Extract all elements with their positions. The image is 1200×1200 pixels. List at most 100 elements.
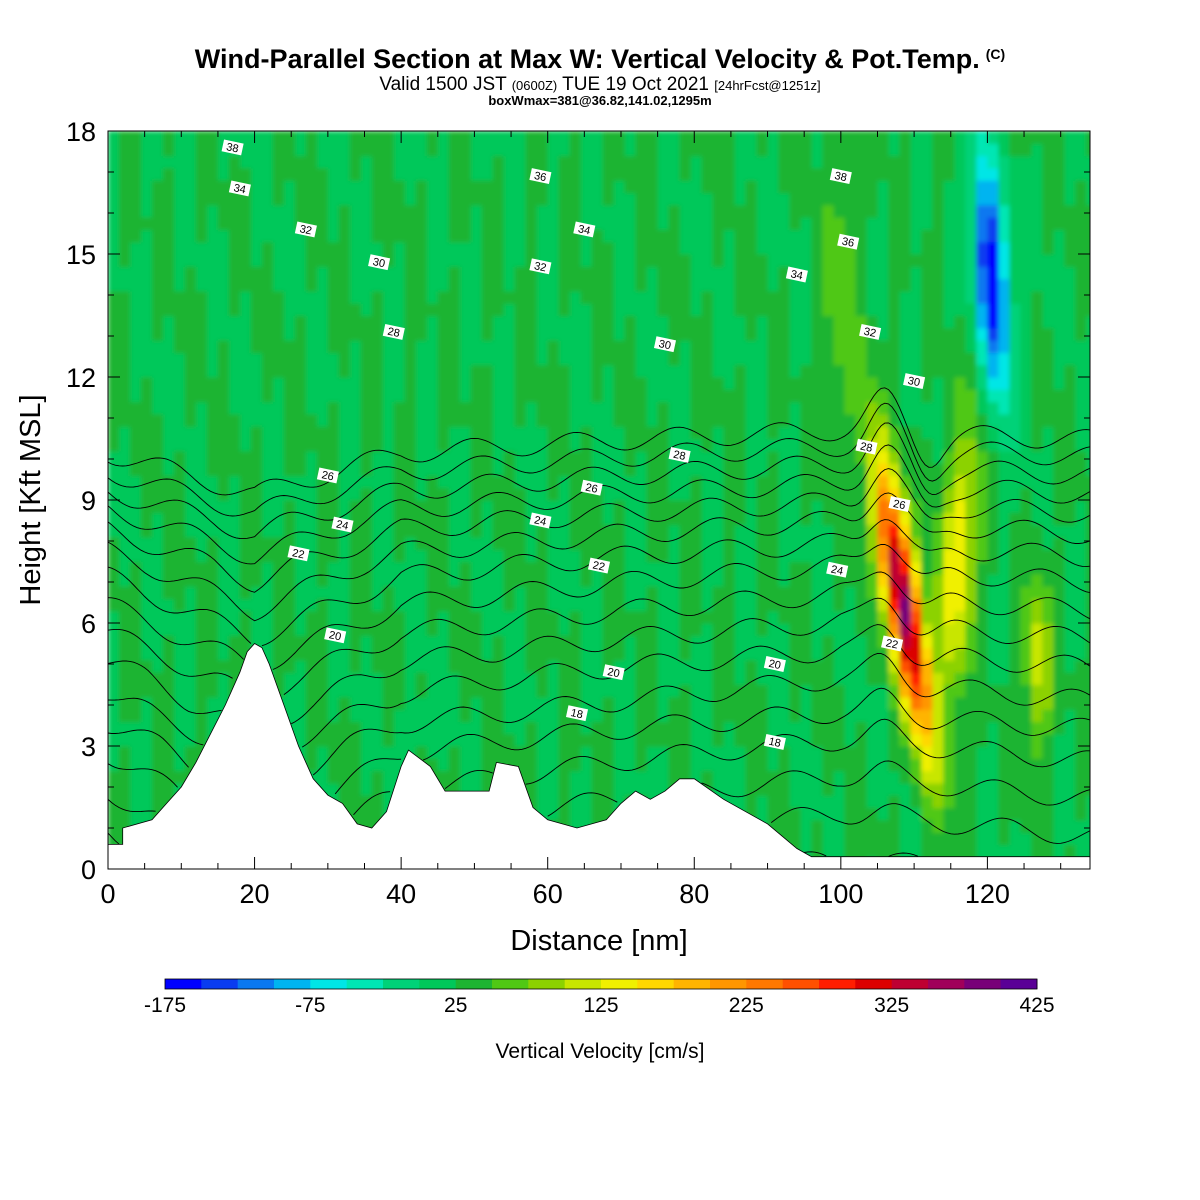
velocity-cell <box>569 303 582 317</box>
velocity-cell <box>514 217 527 230</box>
velocity-cell <box>998 512 1010 526</box>
velocity-cell <box>822 167 835 181</box>
velocity-cell <box>965 204 977 218</box>
velocity-cell <box>525 401 538 415</box>
velocity-cell <box>228 155 241 169</box>
velocity-cell <box>976 487 988 501</box>
velocity-cell <box>174 463 186 476</box>
velocity-cell <box>108 180 120 194</box>
velocity-cell <box>987 770 999 784</box>
velocity-cell <box>206 364 219 378</box>
velocity-cell <box>657 450 670 464</box>
velocity-cell <box>382 623 395 636</box>
velocity-cell <box>415 254 428 267</box>
velocity-cell <box>734 635 747 649</box>
velocity-cell <box>327 463 340 476</box>
velocity-cell <box>701 561 714 575</box>
velocity-cell <box>481 241 494 255</box>
velocity-cell <box>316 352 329 366</box>
velocity-cell <box>108 389 120 403</box>
velocity-cell <box>767 586 780 599</box>
velocity-cell <box>316 290 329 304</box>
velocity-cell <box>108 254 120 267</box>
velocity-cell <box>921 672 933 686</box>
velocity-cell <box>756 131 769 144</box>
velocity-cell <box>239 586 252 599</box>
velocity-cell <box>415 352 428 366</box>
velocity-cell <box>855 758 868 772</box>
velocity-cell <box>536 586 549 599</box>
velocity-cell <box>239 155 252 169</box>
velocity-cell <box>152 167 164 181</box>
velocity-cell <box>899 598 912 612</box>
velocity-cell <box>492 167 505 181</box>
velocity-cell <box>261 266 274 280</box>
velocity-cell <box>184 290 197 304</box>
velocity-cell <box>712 659 725 673</box>
velocity-cell <box>943 364 955 378</box>
velocity-cell <box>679 303 692 317</box>
velocity-cell <box>503 721 516 735</box>
velocity-cell <box>316 364 329 378</box>
velocity-cell <box>888 340 901 353</box>
velocity-cell <box>492 290 505 304</box>
velocity-cell <box>393 721 406 735</box>
velocity-cell <box>459 549 472 563</box>
velocity-cell <box>305 512 318 526</box>
velocity-cell <box>646 217 659 230</box>
velocity-cell <box>294 364 307 378</box>
velocity-cell <box>415 500 428 513</box>
velocity-cell <box>382 389 395 403</box>
velocity-cell <box>932 709 944 722</box>
velocity-cell <box>866 204 879 218</box>
velocity-cell <box>701 536 714 550</box>
velocity-cell <box>206 167 219 181</box>
velocity-cell <box>976 450 988 464</box>
velocity-cell <box>327 758 340 772</box>
velocity-cell <box>228 659 241 673</box>
velocity-cell <box>426 487 439 501</box>
velocity-cell <box>283 377 296 390</box>
velocity-cell <box>184 463 197 476</box>
velocity-cell <box>426 598 439 612</box>
velocity-cell <box>217 167 230 181</box>
velocity-cell <box>404 229 417 243</box>
velocity-cell <box>822 475 835 489</box>
velocity-cell <box>338 377 351 390</box>
velocity-cell <box>174 536 186 550</box>
velocity-cell <box>712 217 725 230</box>
velocity-cell <box>811 340 824 353</box>
velocity-cell <box>437 413 450 427</box>
velocity-cell <box>349 438 362 452</box>
velocity-cell <box>448 377 461 390</box>
velocity-cell <box>349 782 362 796</box>
velocity-cell <box>591 340 604 353</box>
chart-title: Wind-Parallel Section at Max W: Vertical… <box>194 44 1006 74</box>
velocity-cell <box>130 770 142 784</box>
velocity-cell <box>778 782 791 796</box>
velocity-cell <box>206 659 219 673</box>
velocity-cell <box>141 549 153 563</box>
velocity-cell <box>800 623 813 636</box>
velocity-cell <box>217 573 230 587</box>
velocity-cell <box>459 782 472 796</box>
velocity-cell <box>987 635 999 649</box>
velocity-cell <box>987 819 999 833</box>
velocity-cell <box>239 131 252 144</box>
velocity-cell <box>316 512 329 526</box>
velocity-cell <box>547 733 560 747</box>
velocity-cell <box>426 635 439 649</box>
velocity-cell <box>184 192 197 206</box>
velocity-cell <box>481 290 494 304</box>
velocity-cell <box>943 733 955 747</box>
velocity-cell <box>371 549 384 563</box>
velocity-cell <box>855 795 868 809</box>
velocity-cell <box>635 377 648 390</box>
velocity-cell <box>976 795 988 809</box>
velocity-cell <box>382 266 395 280</box>
velocity-cell <box>701 500 714 513</box>
velocity-cell <box>261 254 274 267</box>
valid-utc: (0600Z) <box>511 78 558 93</box>
velocity-cell <box>899 610 912 624</box>
velocity-cell <box>932 696 944 710</box>
